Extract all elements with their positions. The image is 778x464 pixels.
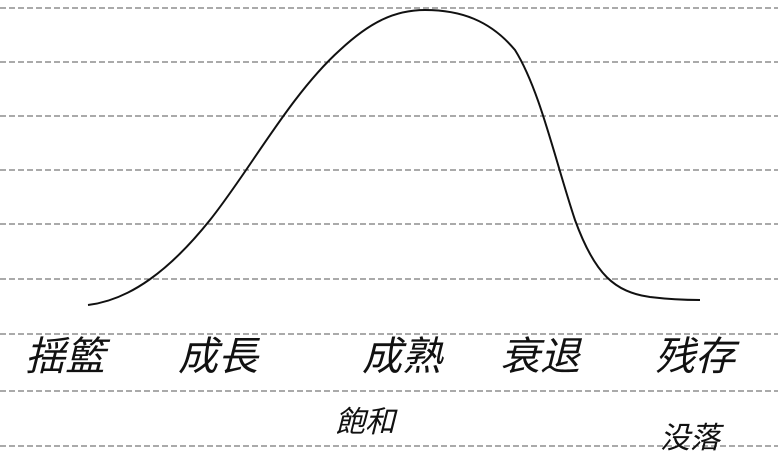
sub-label: 没落	[660, 421, 725, 456]
stage-label: 揺籃	[25, 334, 111, 380]
ruled-lines	[0, 8, 778, 446]
page: 揺籃成長成熟衰退残存 飽和没落 (() => { const data = JS…	[0, 0, 778, 464]
stage-label: 残存	[655, 334, 740, 380]
stage-label: 成熟	[362, 334, 444, 380]
sub-label: 飽和	[335, 405, 398, 440]
stage-label: 衰退	[500, 334, 583, 380]
stage-label: 成長	[178, 334, 260, 380]
stage-labels: 揺籃 成長 成熟 衰退 残存	[25, 334, 740, 380]
sub-labels: 飽和 没落	[335, 405, 725, 456]
lifecycle-curve	[88, 10, 700, 305]
lifecycle-sketch: 揺籃 成長 成熟 衰退 残存 飽和 没落	[0, 0, 778, 464]
